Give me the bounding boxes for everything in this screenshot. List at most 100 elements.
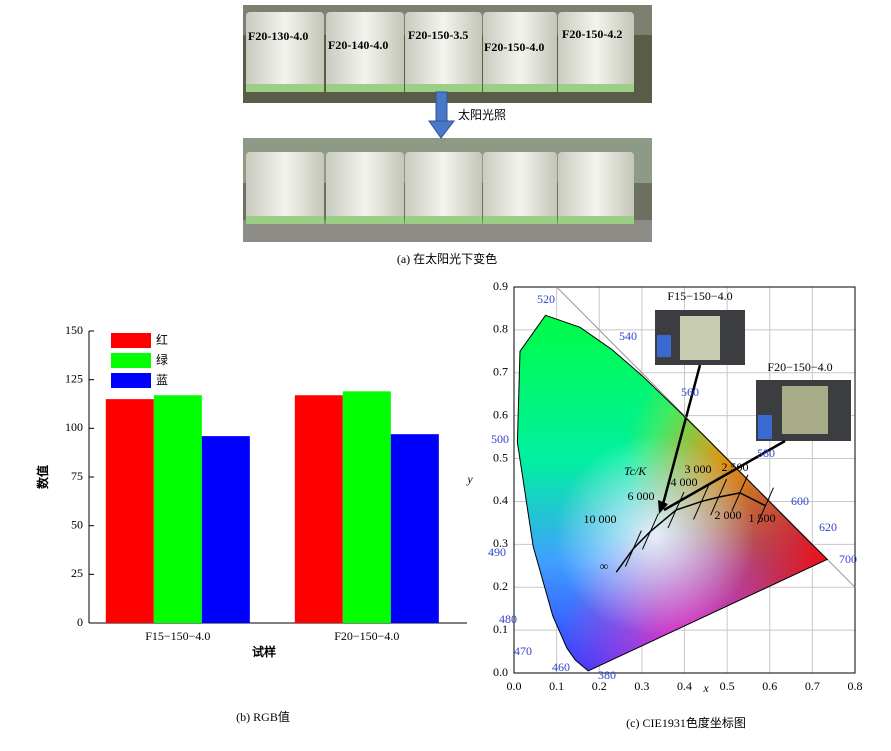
legend-label: 绿 [156, 352, 168, 367]
wavelength-label: 500 [491, 432, 509, 446]
spool-tape [558, 84, 634, 92]
sample-label: F20-150-3.5 [408, 28, 468, 42]
wavelength-label: 560 [681, 385, 699, 399]
legend-swatch [111, 373, 151, 388]
x-tick-label: 0.6 [762, 679, 777, 693]
spool [483, 152, 557, 224]
bar [342, 391, 391, 623]
x-tick-label: 0.7 [805, 679, 820, 693]
wavelength-label: 460 [552, 660, 570, 674]
y-tick-label: 25 [71, 566, 83, 580]
y-tick-label: 0.0 [493, 665, 508, 679]
inset-glove [758, 415, 772, 439]
arrow-head [428, 120, 456, 139]
temperature-label: 3 000 [685, 462, 712, 476]
temperature-label: 2 000 [715, 508, 742, 522]
spool [405, 152, 482, 224]
spool [558, 12, 634, 92]
spool [246, 152, 324, 224]
isotherm [693, 483, 711, 520]
pointer-arrow [663, 439, 786, 512]
temperature-label: 6 000 [628, 489, 655, 503]
legend-swatch [111, 353, 151, 368]
inset-glove [657, 335, 671, 357]
wavelength-label: 520 [537, 292, 555, 306]
y-tick-label: 0.6 [493, 407, 508, 421]
bar [153, 395, 202, 623]
inset-label: F20−150−4.0 [767, 360, 832, 374]
bar [294, 395, 343, 623]
x-tick-label: 0.5 [720, 679, 735, 693]
x-tick-label: 0.2 [592, 679, 607, 693]
spool [558, 152, 634, 224]
sample-label: F20-130-4.0 [248, 29, 308, 43]
x-tick-label: 0.4 [677, 679, 692, 693]
y-tick-label: 0.3 [493, 536, 508, 550]
temperature-label: 4 000 [671, 475, 698, 489]
x-tick-label: F15−150−4.0 [145, 629, 210, 643]
legend-label: 红 [156, 332, 168, 347]
spool-tape [326, 84, 404, 92]
isotherm [731, 474, 749, 512]
x-axis-label: x [702, 681, 709, 695]
isotherm [757, 487, 774, 524]
temperature-label: 10 000 [584, 512, 617, 526]
spool-tape [405, 84, 482, 92]
sample-label: F20-150-4.2 [562, 27, 622, 41]
isotherm [710, 478, 728, 516]
legend-swatch [111, 333, 151, 348]
y-axis-label: 数值 [35, 465, 50, 489]
temperature-title: Tc/K [624, 464, 647, 478]
y-tick-label: 100 [65, 420, 83, 434]
spool-tape [483, 216, 557, 224]
arrow-shaft [435, 91, 448, 123]
photo-top [243, 5, 652, 103]
caption: (c) CIE1931色度坐标图 [626, 715, 746, 730]
spool-tape [246, 84, 324, 92]
spool [483, 12, 557, 92]
caption: (b) RGB值 [236, 709, 290, 724]
y-axis-label: y [466, 472, 473, 486]
sample-label: F20-140-4.0 [328, 38, 388, 52]
wavelength-label: 600 [791, 494, 809, 508]
photo-bottom [243, 138, 652, 242]
pointer-arrow [660, 364, 702, 509]
x-tick-label: 0.1 [549, 679, 564, 693]
isotherm [624, 530, 642, 567]
wavelength-label: 580 [757, 446, 775, 460]
isotherm [641, 513, 659, 550]
x-tick-label: 0.3 [634, 679, 649, 693]
wavelength-label: 490 [488, 545, 506, 559]
bar [201, 436, 250, 623]
bar [390, 434, 439, 623]
inset-sample [782, 386, 828, 434]
x-tick-label: 0.8 [848, 679, 863, 693]
spool [246, 12, 324, 92]
y-tick-label: 125 [65, 371, 83, 385]
inset-sample [680, 316, 720, 360]
spectral-locus [516, 314, 829, 672]
y-tick-label: 0.4 [493, 493, 508, 507]
spool [326, 152, 404, 224]
spool [326, 12, 404, 92]
spool-tape [558, 216, 634, 224]
wavelength-label: 470 [514, 644, 532, 658]
wavelength-label: 620 [819, 520, 837, 534]
wavelength-label: 540 [619, 329, 637, 343]
temperature-label: ∞ [600, 559, 609, 573]
caption: (a) 在太阳光下变色 [397, 251, 497, 266]
bar [105, 399, 154, 623]
legend-label: 蓝 [156, 373, 168, 387]
inset-label: F15−150−4.0 [667, 289, 732, 303]
y-tick-label: 0 [77, 615, 83, 629]
y-tick-label: 0.7 [493, 365, 508, 379]
sample-label: F20-150-4.0 [484, 40, 544, 54]
y-tick-label: 0.9 [493, 279, 508, 293]
spool-tape [483, 84, 557, 92]
y-tick-label: 75 [71, 469, 83, 483]
plot-frame [513, 286, 856, 674]
y-tick-label: 0.1 [493, 622, 508, 636]
wavelength-label: 380 [598, 668, 616, 682]
temperature-label: 1 500 [749, 511, 776, 525]
